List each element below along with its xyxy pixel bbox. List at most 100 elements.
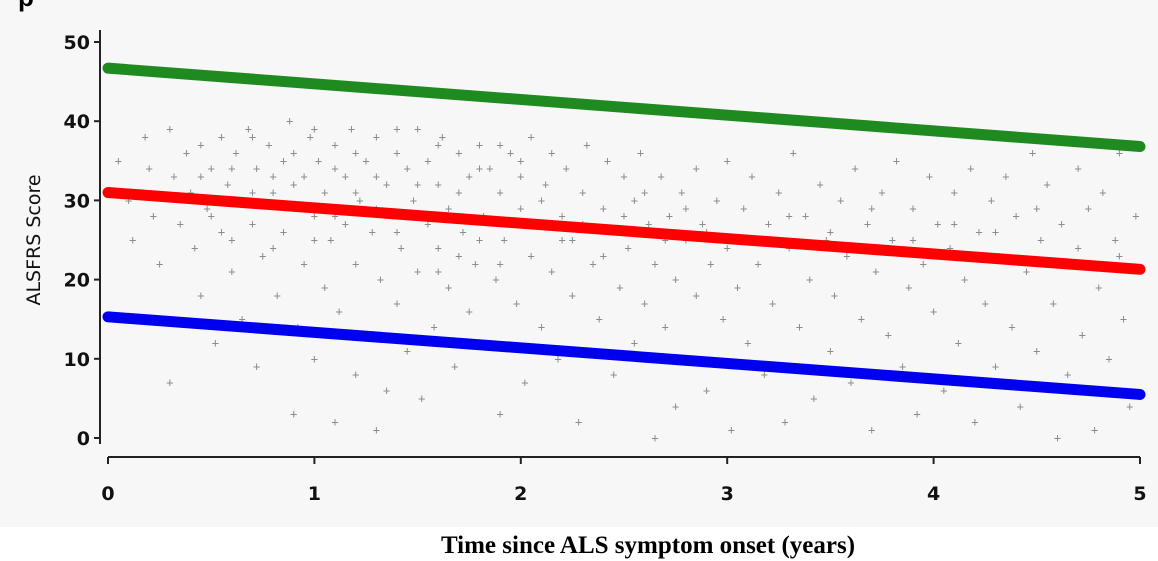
scatter-point: + [383, 178, 390, 192]
scatter-point: + [307, 130, 314, 144]
scatter-point: + [755, 257, 762, 271]
scatter-point: + [1023, 265, 1030, 279]
scatter-point: + [934, 217, 941, 231]
scatter-point: + [404, 344, 411, 358]
scatter-point: + [1091, 423, 1098, 437]
scatter-point: + [331, 209, 338, 223]
axes: 0 10 20 30 40 50 0 1 2 3 4 5 [64, 30, 1147, 505]
scatter-point: + [913, 407, 920, 421]
scatter-point: + [796, 320, 803, 334]
scatter-point: + [451, 360, 458, 374]
scatter-point: + [1099, 185, 1106, 199]
scatter-point: + [336, 304, 343, 318]
scatter-point: + [404, 162, 411, 176]
scatter-point: + [476, 162, 483, 176]
scatter-point: + [1013, 209, 1020, 223]
scatter-point: + [300, 170, 307, 184]
scatter-point: + [1085, 201, 1092, 215]
scatter-point: + [569, 233, 576, 247]
scatter-point: + [961, 273, 968, 287]
scatter-point: + [1002, 170, 1009, 184]
scatter-point: + [115, 154, 122, 168]
scatter-point: + [397, 241, 404, 255]
scatter-point: + [641, 185, 648, 199]
scatter-point: + [662, 320, 669, 334]
scatter-point: + [975, 225, 982, 239]
scatter-point: + [625, 241, 632, 255]
scatter-point: + [699, 217, 706, 231]
scatter-point: + [558, 209, 565, 223]
scatter-point: + [342, 170, 349, 184]
scatter-point: + [497, 138, 504, 152]
scatter-point: + [472, 257, 479, 271]
scatter-point: + [761, 368, 768, 382]
scatter-point: + [125, 193, 132, 207]
scatter-point: + [662, 233, 669, 247]
scatter-point: + [208, 162, 215, 176]
scatter-point: + [806, 273, 813, 287]
scatter-point: + [1058, 217, 1065, 231]
scatter-point: + [459, 225, 466, 239]
scatter-point: + [492, 273, 499, 287]
scatter-point: + [142, 130, 149, 144]
scatter-point: + [1050, 296, 1057, 310]
scatter-point: + [905, 281, 912, 295]
scatter-point: + [373, 170, 380, 184]
scatter-point: + [501, 233, 508, 247]
scatter-point: + [445, 201, 452, 215]
scatter-point: + [769, 296, 776, 310]
scatter-point: + [290, 146, 297, 160]
scatter-point: + [187, 185, 194, 199]
scatter-point: + [728, 423, 735, 437]
scatter-point: + [290, 407, 297, 421]
scatter-point: + [249, 130, 256, 144]
scatter-point: + [1095, 281, 1102, 295]
scatter-point: + [393, 122, 400, 136]
scatter-point: + [1079, 328, 1086, 342]
scatter-points: + + + + + + + + + + + + + + + + + + + + + + + + + + + + + + + + + + + + + + + +… [115, 114, 1140, 445]
scatter-point: + [802, 209, 809, 223]
scatter-point: + [909, 201, 916, 215]
scatter-point: + [300, 257, 307, 271]
scatter-point: + [331, 162, 338, 176]
scatter-point: + [666, 209, 673, 223]
scatter-point: + [253, 360, 260, 374]
x-tick-label: 4 [927, 483, 940, 505]
scatter-point: + [129, 233, 136, 247]
scatter-point: + [156, 257, 163, 271]
scatter-point: + [1017, 399, 1024, 413]
scatter-point: + [259, 249, 266, 263]
scatter-point: + [517, 154, 524, 168]
scatter-point: + [781, 415, 788, 429]
trend-line [102, 186, 1146, 275]
scatter-point: + [645, 217, 652, 231]
scatter-point: + [967, 162, 974, 176]
scatter-point: + [678, 185, 685, 199]
scatter-point: + [177, 217, 184, 231]
scatter-point: + [348, 122, 355, 136]
scatter-point: + [393, 296, 400, 310]
scatter-point: + [575, 415, 582, 429]
scatter-point: + [311, 122, 318, 136]
y-tick-label: 40 [64, 111, 90, 133]
scatter-point: + [852, 162, 859, 176]
scatter-point: + [497, 185, 504, 199]
scatter-point: + [383, 383, 390, 397]
scatter-point: + [827, 225, 834, 239]
scatter-point: + [203, 201, 210, 215]
scatter-point: + [528, 130, 535, 144]
scatter-point: + [703, 383, 710, 397]
scatter-point: + [331, 415, 338, 429]
scatter-point: + [872, 265, 879, 279]
scatter-point: + [1064, 368, 1071, 382]
scatter-point: + [315, 154, 322, 168]
scatter-point: + [191, 241, 198, 255]
scatter-point: + [228, 162, 235, 176]
scatter-point: + [899, 360, 906, 374]
scatter-point: + [920, 257, 927, 271]
scatter-point: + [356, 193, 363, 207]
scatter-point: + [940, 383, 947, 397]
scatter-point: + [1132, 209, 1139, 223]
scatter-point: + [951, 217, 958, 231]
scatter-point: + [651, 431, 658, 445]
